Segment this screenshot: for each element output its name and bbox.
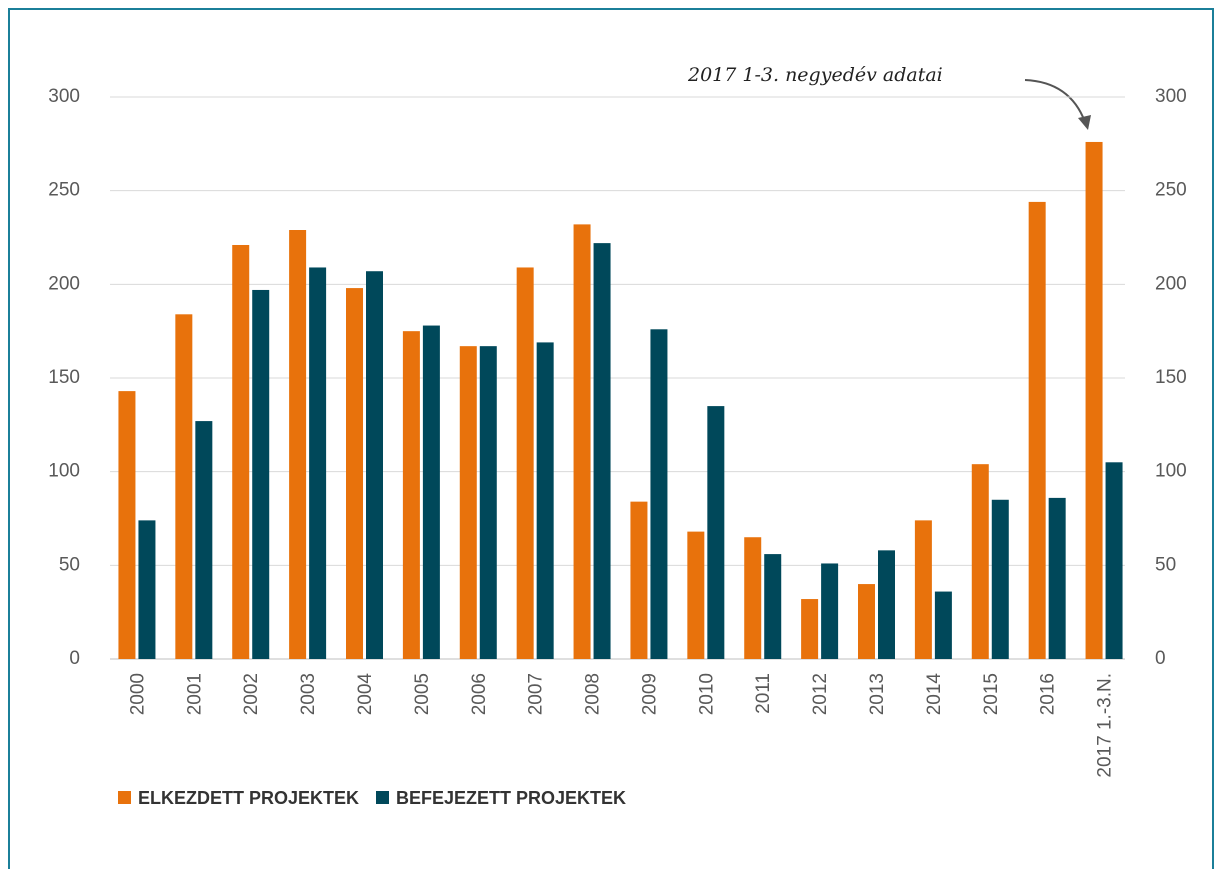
- bar: [479, 346, 497, 659]
- bar: [1028, 201, 1046, 659]
- bar: [650, 329, 668, 659]
- x-tick-label: 2004: [355, 673, 376, 716]
- y-tick-label: 50: [59, 554, 80, 575]
- y2-tick-label: 300: [1155, 86, 1187, 107]
- bar: [309, 267, 327, 659]
- x-tick-label: 2011: [753, 673, 774, 714]
- y2-tick-label: 100: [1155, 461, 1187, 482]
- x-tick-label: 2007: [526, 673, 547, 715]
- bar: [536, 342, 554, 659]
- bar: [459, 346, 477, 659]
- legend-swatch: [376, 791, 389, 804]
- x-tick-label: 2016: [1038, 673, 1059, 715]
- y2-tick-label: 50: [1155, 554, 1176, 575]
- bar: [991, 499, 1009, 659]
- bar: [346, 288, 363, 659]
- bar: [878, 550, 895, 659]
- bar: [858, 584, 875, 659]
- y-tick-label: 100: [48, 461, 80, 482]
- bar: [366, 271, 383, 659]
- x-tick-label: 2017 1.-3.N.: [1095, 673, 1116, 778]
- x-tick-label: 2012: [810, 673, 831, 715]
- bar: [687, 531, 705, 659]
- bar: [1105, 462, 1123, 659]
- bar: [707, 406, 725, 659]
- bar: [1085, 141, 1103, 659]
- bar: [573, 224, 591, 660]
- bar: [289, 230, 307, 660]
- frame: [8, 8, 1214, 869]
- x-tick-label: 2005: [412, 673, 433, 715]
- bar: [232, 244, 250, 659]
- bar: [764, 554, 782, 659]
- bar: [914, 520, 932, 659]
- annotation-arrowhead: [1078, 115, 1091, 130]
- x-tick-label: 2009: [639, 673, 660, 715]
- x-tick-label: 2014: [924, 673, 945, 716]
- legend-label: BEFEJEZETT PROJEKTEK: [396, 788, 626, 808]
- y2-tick-label: 200: [1155, 273, 1187, 294]
- y2-tick-label: 250: [1155, 180, 1187, 201]
- bar: [516, 267, 534, 659]
- x-tick-label: 2000: [127, 673, 148, 715]
- legend-swatch: [118, 791, 131, 804]
- y-tick-label: 200: [48, 273, 80, 294]
- y-tick-label: 0: [69, 648, 80, 669]
- x-tick-label: 2001: [184, 673, 205, 715]
- x-tick-label: 2013: [867, 673, 888, 715]
- bar: [1048, 497, 1066, 659]
- bar: [402, 331, 420, 659]
- y2-tick-label: 0: [1155, 648, 1166, 669]
- x-tick-label: 2003: [298, 673, 319, 715]
- bar: [593, 243, 611, 659]
- bar: [630, 501, 648, 659]
- y-tick-label: 250: [48, 180, 80, 201]
- bar: [744, 537, 762, 659]
- legend-label: ELKEZDETT PROJEKTEK: [138, 788, 359, 808]
- annotation-arrow: [1024, 79, 1086, 123]
- bar: [118, 391, 136, 659]
- y-tick-label: 300: [48, 86, 80, 107]
- x-tick-label: 2010: [696, 673, 717, 715]
- x-tick-label: 2008: [583, 673, 604, 715]
- y2-tick-label: 150: [1155, 367, 1187, 388]
- bar: [971, 464, 989, 659]
- x-tick-label: 2006: [469, 673, 490, 715]
- bar: [934, 591, 952, 659]
- x-tick-label: 2002: [241, 673, 262, 715]
- x-tick-label: 2015: [981, 673, 1002, 715]
- annotation: 2017 1-3. negyedév adatai: [687, 64, 943, 86]
- bar: [801, 599, 819, 659]
- bar: [422, 325, 440, 659]
- bar: [821, 563, 839, 659]
- bar: [138, 520, 156, 659]
- bar: [195, 421, 213, 659]
- bar: [252, 289, 270, 659]
- bar: [175, 314, 193, 659]
- y-tick-label: 150: [48, 367, 80, 388]
